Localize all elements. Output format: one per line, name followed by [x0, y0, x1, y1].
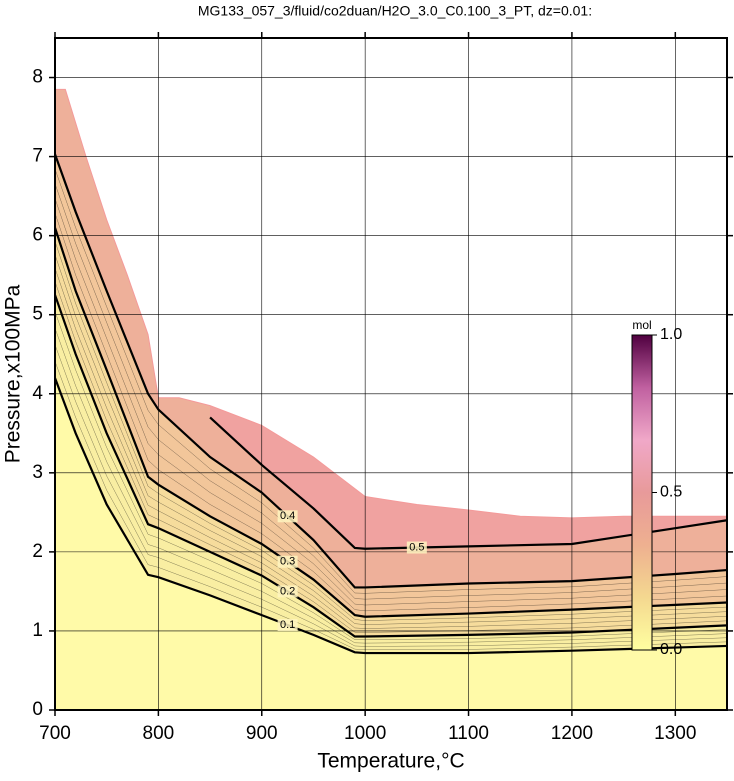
- contour-label: 0.3: [280, 556, 295, 568]
- contour-label: 0.2: [280, 585, 295, 597]
- y-tick-label: 3: [32, 462, 43, 483]
- x-tick-label: 1200: [551, 723, 593, 744]
- minor-contour: [54, 183, 728, 600]
- y-tick-label: 8: [32, 67, 43, 88]
- x-tick-label: 1000: [344, 723, 386, 744]
- contour-label: 0.5: [409, 541, 424, 553]
- x-tick-label: 1300: [654, 723, 696, 744]
- contour-label-bg: [277, 510, 298, 523]
- y-tick-label: 0: [32, 699, 43, 720]
- minor-contour: [54, 254, 728, 625]
- chart-title: MG133_057_3/fluid/co2duan/H2O_3.0_C0.100…: [198, 3, 592, 19]
- y-tick-label: 2: [32, 541, 43, 562]
- x-axis-label: Temperature,°C: [317, 750, 464, 773]
- minor-contour: [54, 328, 728, 644]
- contour-label: 0.1: [280, 619, 295, 631]
- minor-contour: [54, 212, 728, 612]
- colorbar-tick-label: 1.0: [660, 326, 682, 343]
- minor-contour: [54, 267, 728, 629]
- level-fill: [55, 89, 727, 617]
- level-fill: [210, 405, 728, 549]
- x-tick-label: 1100: [448, 723, 489, 744]
- colorbar-label: mol: [632, 318, 651, 332]
- y-tick-label: 5: [32, 304, 43, 325]
- x-tick-label: 700: [39, 723, 71, 744]
- contour-label-bg: [277, 585, 298, 598]
- plot-frame: [54, 37, 728, 711]
- y-axis-label: Pressure,x100MPa: [2, 284, 25, 463]
- contour-label-bg: [277, 619, 298, 632]
- x-tick-label: 800: [143, 723, 175, 744]
- y-tick-label: 1: [32, 620, 43, 641]
- boundary-line: [55, 88, 727, 519]
- minor-contour: [54, 344, 728, 647]
- x-tick-label: 900: [246, 723, 278, 744]
- y-tick-label: 7: [32, 146, 43, 167]
- contour-label-bg: [406, 541, 427, 554]
- colorbar-tick-label: 0.5: [660, 484, 682, 501]
- y-tick-label: 4: [32, 383, 43, 404]
- minor-contour: [54, 168, 728, 594]
- contour-label-bg: [277, 555, 298, 568]
- level-fill: [55, 89, 727, 588]
- colorbar-tick-label: 0.0: [660, 641, 682, 658]
- minor-contour: [54, 361, 728, 650]
- y-tick-label: 6: [32, 225, 43, 246]
- colorbar: [631, 334, 653, 651]
- minor-contour: [54, 311, 728, 640]
- contour-label: 0.4: [280, 510, 295, 522]
- minor-contour: [54, 198, 728, 606]
